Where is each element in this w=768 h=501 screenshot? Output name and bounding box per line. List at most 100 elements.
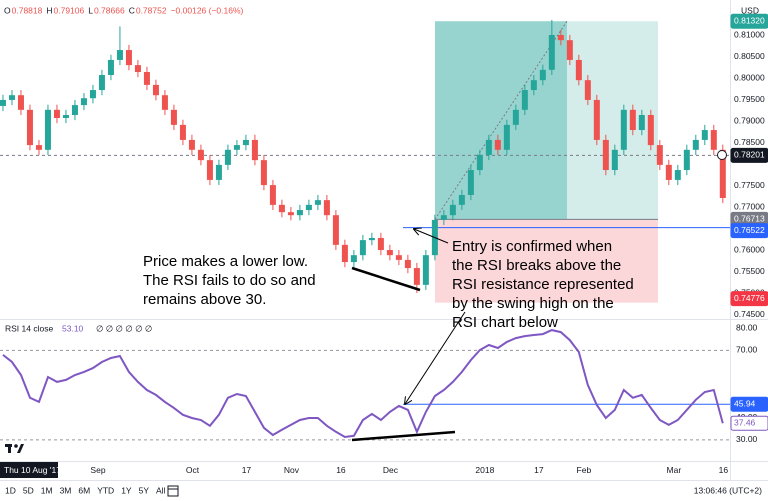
candle-body	[242, 139, 249, 146]
candle-body	[341, 244, 348, 263]
range-button[interactable]: 3M	[60, 485, 72, 495]
candle-body	[485, 139, 492, 155]
y-tick-label: 0.77500	[734, 180, 765, 190]
candle-body	[305, 204, 312, 211]
y-tick-label: 0.76000	[734, 244, 765, 254]
arrow	[414, 229, 449, 244]
candle-body	[674, 170, 681, 180]
arrow	[405, 311, 466, 404]
candle-body	[404, 259, 411, 269]
rsi-tick-label: 70.00	[736, 345, 758, 355]
x-tick-label: Oct	[186, 465, 200, 475]
candle-body	[98, 74, 105, 91]
candle-body	[557, 35, 564, 41]
x-tick-label: Sep	[90, 465, 105, 475]
price-badge	[730, 147, 768, 163]
cursor-date: Thu 10 Aug '17	[4, 465, 61, 475]
candle-body	[89, 90, 96, 99]
price-badge	[730, 291, 768, 307]
candle-body	[359, 240, 366, 256]
candle-body	[593, 99, 600, 140]
rsi-badge	[730, 415, 768, 431]
x-tick-label: 17	[534, 465, 544, 475]
range-button[interactable]: 5Y	[139, 485, 150, 495]
add-alert-button[interactable]	[717, 150, 727, 160]
annotation: by the swing high on the	[452, 295, 614, 312]
range-button[interactable]: 1M	[41, 485, 53, 495]
annotation: remains above 30.	[143, 291, 266, 308]
candle-body	[17, 95, 24, 110]
price-badge	[730, 396, 768, 412]
candle-body	[62, 114, 69, 118]
range-button[interactable]: 1D	[5, 485, 16, 495]
candle-body	[269, 185, 276, 205]
y-tick-label: 0.74500	[734, 309, 765, 319]
range-button[interactable]: All	[156, 485, 166, 495]
candle-body	[719, 149, 726, 198]
rsi-legend-value: 53.10	[62, 323, 84, 333]
range-button[interactable]: YTD	[97, 485, 114, 495]
plot	[0, 19, 730, 441]
y-tick-label: 0.80000	[734, 72, 765, 82]
candle-body	[35, 145, 42, 150]
ohlc-value: 0.79106	[54, 5, 85, 15]
ohlc-header: O 0.78818 H 0.79106 L 0.78666 C 0.78752 −0.00126…	[4, 5, 244, 15]
candle-body	[494, 139, 501, 150]
candle-body	[368, 237, 375, 241]
range-button[interactable]: 1Y	[121, 485, 132, 495]
y-tick-label: 0.77000	[734, 201, 765, 211]
candle-body	[116, 50, 123, 60]
date-range-button[interactable]	[167, 485, 179, 497]
annotation: Price makes a lower low.	[143, 253, 308, 270]
x-tick-label: 16	[336, 465, 346, 475]
rsi-trendline	[351, 430, 456, 442]
range-button[interactable]: 6M	[78, 485, 90, 495]
candle-body	[53, 109, 60, 118]
candle-body	[521, 90, 528, 110]
candle-body	[296, 210, 303, 216]
candle-body	[224, 149, 231, 165]
candle-body	[584, 80, 591, 100]
range-button[interactable]: 5D	[23, 485, 34, 495]
price-badge-label: 0.74776	[734, 293, 765, 303]
candle-body	[314, 200, 321, 205]
candle-body	[629, 109, 636, 131]
price-badge	[730, 13, 768, 29]
x-tick-label: Feb	[577, 465, 592, 475]
y-tick-label: 0.79000	[734, 115, 765, 125]
candle-body	[386, 250, 393, 256]
candle-body	[548, 35, 555, 70]
candle-body	[476, 154, 483, 171]
stop-zone	[435, 219, 658, 303]
x-tick-label: Mar	[667, 465, 682, 475]
rsi-line	[2, 329, 724, 439]
candle-body	[449, 204, 456, 216]
rsi-tick-label: 30.00	[736, 434, 758, 444]
candle-body	[512, 109, 519, 125]
annotation: Entry is confirmed when	[452, 238, 612, 255]
candle-body	[458, 194, 465, 205]
candle-body	[179, 124, 186, 140]
candle-body	[575, 59, 582, 81]
x-tick-label: Nov	[284, 465, 300, 475]
annotation: The RSI fails to do so and	[143, 272, 316, 289]
currency[interactable]: USD	[741, 5, 759, 15]
candle-body	[215, 164, 222, 180]
ohlc-label: C	[129, 5, 135, 15]
candle-body	[530, 80, 537, 91]
ohlc-value: 0.78818	[12, 5, 43, 15]
y-tick-label: 0.75500	[734, 266, 765, 276]
candle-body	[665, 164, 672, 180]
rsi-legend: RSI 14 close	[5, 323, 53, 333]
candle-body	[440, 215, 447, 220]
price-badge-label: 0.76522	[734, 225, 765, 235]
candle-body	[413, 268, 420, 285]
candle-body	[134, 65, 141, 72]
price-badge-label: 0.78201	[734, 150, 765, 160]
candle-body	[44, 109, 51, 150]
x-tick-label: 17	[242, 465, 252, 475]
candle-body	[206, 160, 213, 180]
candle-body	[323, 200, 330, 216]
ohlc-value: 0.78752	[136, 5, 167, 15]
candle-body	[152, 84, 159, 96]
